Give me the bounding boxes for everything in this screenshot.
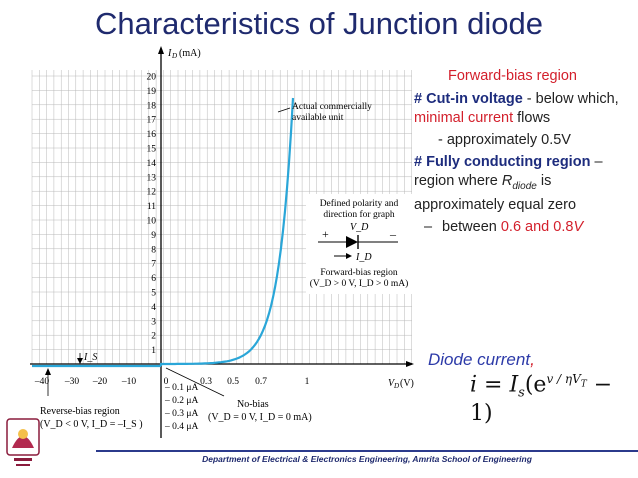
y-tick-label: 12 xyxy=(147,188,157,198)
y-tick-label: 11 xyxy=(147,202,156,212)
y-tick-label: 4 xyxy=(151,303,156,313)
x-tick-label: –10 xyxy=(121,377,137,387)
y-tick-label: 10 xyxy=(147,217,157,227)
x-tick-label: 0.5 xyxy=(227,377,239,387)
x-tick-label: –30 xyxy=(64,377,80,387)
y-axis-label: I xyxy=(167,48,172,59)
forward-bias-notes: Forward-bias region # Cut-in voltage - b… xyxy=(414,68,634,237)
x-tick-label: –40 xyxy=(34,377,50,387)
actual-unit-label-1: Actual commercially xyxy=(292,102,372,112)
reverse-pointer-icon xyxy=(45,368,51,375)
y-tick-label: 2 xyxy=(151,332,156,342)
y-tick-label: 5 xyxy=(151,289,156,299)
reverse-current-ticks: – 0.1 μA – 0.2 μA – 0.3 μA – 0.4 μA xyxy=(164,383,198,432)
reverse-bias-condition: (V_D < 0 V, I_D = –I_S ) xyxy=(40,419,143,430)
x-tick-label: 0.3 xyxy=(200,377,212,387)
actual-unit-label-2: available unit xyxy=(292,113,344,123)
polarity-box xyxy=(306,194,412,294)
y-tick-label: 6 xyxy=(151,274,156,284)
svg-text:I_D: I_D xyxy=(355,252,372,263)
conducting-note: # Fully conducting region – region where… xyxy=(414,154,603,213)
current-arrow-icon xyxy=(346,253,352,259)
y-tick-label: 9 xyxy=(151,231,156,241)
svg-text:Defined polarity and: Defined polarity and xyxy=(320,198,399,209)
diode-current-label: Diode current, xyxy=(428,350,535,369)
y-tick-label: 14 xyxy=(147,159,157,169)
x-axis-arrow-icon xyxy=(406,361,414,367)
y-tick-label: 15 xyxy=(147,145,157,155)
x-tick-label: 0.7 xyxy=(255,377,267,387)
y-tick-label: 16 xyxy=(147,130,157,140)
diode-current-formula: i = Is(ev / ηVT − 1) xyxy=(470,372,613,426)
y-tick-label: 19 xyxy=(147,87,157,97)
no-bias-title: No-bias xyxy=(237,399,269,410)
reverse-bias-title: Reverse-bias region xyxy=(40,406,120,417)
y-axis-arrow-icon xyxy=(158,46,164,54)
svg-text:(V): (V) xyxy=(400,378,414,389)
x-axis-label: V xyxy=(388,378,396,389)
y-tick-label: 3 xyxy=(151,317,156,327)
y-tick-label: 13 xyxy=(147,173,157,183)
reverse-tick-label: – 0.2 μA xyxy=(164,396,198,406)
footer-text: Department of Electrical & Electronics E… xyxy=(202,454,532,464)
svg-text:V_D: V_D xyxy=(350,222,369,233)
forward-bias-curve xyxy=(159,97,295,366)
y-tick-label: 18 xyxy=(147,101,157,111)
svg-text:D: D xyxy=(393,382,399,390)
y-tick-label: 1 xyxy=(151,346,156,356)
x-tick-label: –20 xyxy=(92,377,108,387)
y-tick-label: 8 xyxy=(151,245,156,255)
reverse-tick-label: – 0.3 μA xyxy=(164,409,198,419)
cutin-note: # Cut-in voltage - below which, minimal … xyxy=(414,91,619,126)
is-label: I_S xyxy=(83,352,97,363)
y-tick-label: 20 xyxy=(147,73,157,83)
svg-text:(mA): (mA) xyxy=(179,48,201,59)
svg-text:D: D xyxy=(171,52,177,60)
diode-symbol-icon xyxy=(346,236,358,248)
svg-text:(V_D > 0 V, I_D > 0 mA): (V_D > 0 V, I_D > 0 mA) xyxy=(310,278,409,289)
forward-bias-title: Forward-bias region xyxy=(448,68,577,84)
slide-title: Characteristics of Junction diode xyxy=(94,6,543,41)
reverse-tick-label: – 0.4 μA xyxy=(164,422,198,432)
no-bias-condition: (V_D = 0 V, I_D = 0 mA) xyxy=(208,412,312,423)
svg-text:+: + xyxy=(322,227,329,241)
x-tick-labels: –40 –30 –20 –10 0 0.3 0.5 0.7 1 xyxy=(34,377,310,387)
graph-grid xyxy=(31,70,412,365)
svg-text:–: – xyxy=(389,227,397,241)
x-tick-label: 1 xyxy=(305,377,310,387)
university-logo-icon xyxy=(6,418,40,466)
y-tick-label: 7 xyxy=(151,260,156,270)
y-tick-label: 17 xyxy=(147,116,157,126)
x-tick-label: 0 xyxy=(164,377,169,387)
cutin-approx: - approximately 0.5V xyxy=(438,132,571,148)
svg-text:direction for graph: direction for graph xyxy=(323,209,394,220)
conducting-range: – between 0.6 and 0.8V xyxy=(424,218,584,235)
reverse-tick-label: – 0.1 μA xyxy=(164,383,198,393)
svg-text:Forward-bias region: Forward-bias region xyxy=(320,268,398,278)
is-arrow-icon xyxy=(77,358,83,364)
